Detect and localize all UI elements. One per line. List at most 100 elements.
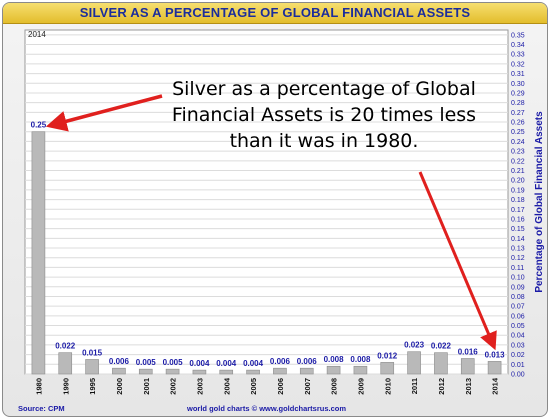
x-tick-label: 2001 [142, 378, 151, 395]
y-tick-label: 0.16 [511, 216, 525, 223]
y-tick-label: 0.26 [511, 120, 525, 127]
x-tick-label: 1995 [88, 378, 97, 395]
y-tick-label: 0.12 [511, 255, 525, 262]
bar [299, 367, 314, 375]
data-label: 0.004 [216, 359, 237, 368]
data-labels: 0.25 0.022 0.015 0.006 0.005 0.005 0.004 0.004 0… [31, 121, 506, 368]
y-tick-label: 0.07 [511, 304, 525, 311]
y-tick-label: 0.15 [511, 226, 525, 233]
x-tick-label: 2013 [464, 378, 473, 395]
chart-title: SILVER AS A PERCENTAGE OF GLOBAL FINANCI… [3, 3, 547, 24]
x-tick-label: 2012 [437, 378, 446, 395]
x-tick-label: 2009 [356, 378, 365, 395]
bar [434, 352, 448, 375]
y-axis-title: Percentage of Global Financial Assets [534, 111, 545, 293]
x-tick-label: 2008 [330, 378, 339, 395]
y-tick-label: 0.01 [511, 362, 525, 369]
x-tick-label: 2010 [383, 378, 392, 395]
credit-note: world gold charts © www.goldchartsrus.co… [187, 404, 347, 413]
x-tick-label: 2003 [195, 378, 204, 395]
data-label: 0.006 [270, 357, 291, 366]
bar [487, 361, 502, 375]
x-tick-label: 2002 [169, 378, 178, 395]
y-tick-label: 0.19 [511, 187, 525, 194]
y-tick-label: 0.29 [511, 90, 525, 97]
annotation-text: Silver as a percentage of Global Financi… [171, 78, 477, 152]
bar [326, 365, 341, 375]
data-label: 0.015 [82, 348, 103, 357]
bar [460, 358, 475, 375]
y-tick-label: 0.27 [511, 110, 525, 117]
data-label: 0.006 [109, 357, 130, 366]
x-tick-label: 2004 [222, 377, 231, 395]
bar [192, 369, 207, 375]
data-label: 0.004 [189, 359, 210, 368]
y-tick-label: 0.10 [511, 275, 525, 282]
x-tick-label: 2000 [115, 378, 124, 395]
arrow-to-2014 [418, 171, 497, 351]
x-tick-label: 2007 [303, 378, 312, 395]
data-label: 0.008 [350, 355, 371, 364]
bar [273, 367, 287, 375]
data-label: 0.023 [404, 341, 425, 350]
y-tick-label: 0.14 [511, 236, 525, 243]
x-tick-labels: 1980 1990 1995 2000 2001 2002 2003 2004 2005 2006… [34, 377, 499, 395]
x-tick-label: 1990 [61, 378, 70, 395]
x-tick-label: 1980 [34, 378, 43, 395]
y-tick-label: 0.31 [511, 71, 525, 78]
x-tick-label: 2011 [410, 378, 419, 394]
y-tick-label: 0.34 [511, 42, 525, 49]
bar [353, 365, 368, 375]
bar [407, 351, 421, 375]
x-tick-label: 2006 [276, 378, 285, 395]
y-tick-label: 0.22 [511, 158, 525, 165]
data-label: 0.005 [136, 358, 157, 367]
data-label: 0.005 [163, 358, 184, 367]
y-tick-label: 0.24 [511, 139, 525, 146]
bar [138, 368, 153, 375]
y-tick-label: 0.35 [511, 32, 525, 39]
bar [58, 352, 73, 375]
y-tick-label: 0.21 [511, 168, 525, 175]
y-tick-label: 0.23 [511, 149, 525, 156]
y-tick-label: 0.30 [511, 81, 525, 88]
y-tick-labels: 0.00 0.01 0.02 0.03 0.04 0.05 0.06 0.07 0.08 0.09… [511, 32, 525, 378]
y-tick-label: 0.25 [511, 129, 525, 136]
y-tick-label: 0.02 [511, 352, 525, 359]
data-label: 0.022 [55, 342, 76, 351]
y-tick-label: 0.00 [511, 372, 525, 379]
bar [380, 362, 395, 375]
data-label: 0.022 [431, 342, 452, 351]
y-tick-label: 0.18 [511, 197, 525, 204]
data-label: 0.004 [243, 359, 264, 368]
y-tick-label: 0.06 [511, 313, 525, 320]
bar [85, 359, 99, 375]
y-tick-label: 0.09 [511, 284, 525, 291]
y-tick-label: 0.08 [511, 294, 525, 301]
bar [219, 369, 234, 375]
data-label: 0.008 [324, 355, 345, 364]
data-label: 0.25 [31, 121, 47, 130]
bar [31, 131, 46, 375]
data-label: 0.012 [377, 351, 398, 360]
y-tick-label: 0.04 [511, 333, 525, 340]
plot-area [24, 29, 509, 375]
arrow-to-1980 [45, 94, 163, 132]
y-tick-label: 0.20 [511, 178, 525, 185]
y-tick-label: 0.03 [511, 342, 525, 349]
data-label: 0.006 [297, 357, 318, 366]
bar [112, 367, 126, 375]
bar [246, 369, 260, 375]
x-tick-label: 2005 [249, 378, 258, 395]
y-tick-label: 0.28 [511, 100, 525, 107]
data-label: 0.013 [485, 350, 506, 359]
source-note: Source: CPM [18, 404, 65, 413]
bars [31, 131, 502, 375]
bar [165, 368, 180, 375]
y-tick-label: 0.33 [511, 52, 525, 59]
corner-year-label: 2014 [28, 30, 46, 39]
y-tick-label: 0.05 [511, 323, 525, 330]
grid-lines [25, 34, 508, 375]
y-tick-label: 0.17 [511, 207, 525, 214]
